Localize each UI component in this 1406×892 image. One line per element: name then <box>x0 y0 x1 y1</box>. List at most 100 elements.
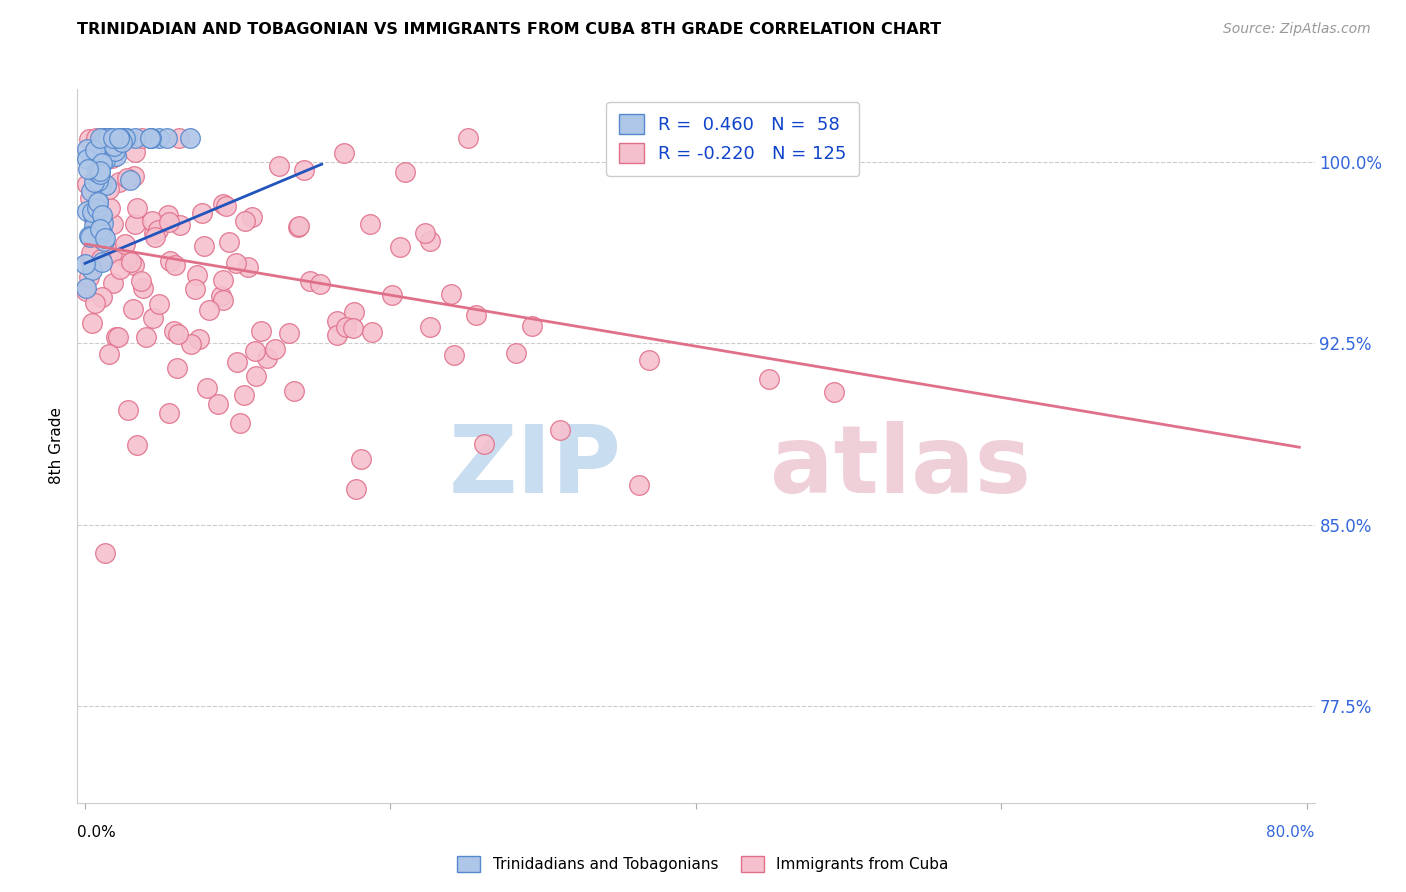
Point <box>419 234 441 248</box>
Point <box>73 257 96 271</box>
Point <box>129 274 152 288</box>
Point <box>104 330 127 344</box>
Point <box>264 342 287 356</box>
Point <box>100 246 122 260</box>
Point <box>117 170 139 185</box>
Point <box>141 214 163 228</box>
Text: 80.0%: 80.0% <box>1267 825 1315 840</box>
Point <box>299 274 322 288</box>
Point <box>93 546 115 560</box>
Text: ZIP: ZIP <box>449 421 621 514</box>
Point <box>122 258 145 272</box>
Point <box>124 145 146 160</box>
Point <box>117 403 139 417</box>
Point <box>225 355 247 369</box>
Point <box>388 240 411 254</box>
Point <box>443 348 465 362</box>
Text: Source: ZipAtlas.com: Source: ZipAtlas.com <box>1223 22 1371 37</box>
Point <box>218 235 240 250</box>
Point <box>87 194 110 209</box>
Point <box>76 153 98 167</box>
Point <box>125 201 148 215</box>
Point <box>90 252 112 266</box>
Point <box>76 284 98 298</box>
Point <box>212 272 235 286</box>
Point <box>225 256 247 270</box>
Point <box>187 332 209 346</box>
Point <box>167 130 190 145</box>
Point <box>94 153 117 168</box>
Point <box>419 320 441 334</box>
Legend: Trinidadians and Tobagonians, Immigrants from Cuba: Trinidadians and Tobagonians, Immigrants… <box>450 848 956 880</box>
Point <box>91 290 114 304</box>
Point <box>240 210 263 224</box>
Point <box>107 329 129 343</box>
Point <box>211 293 233 307</box>
Point <box>235 214 257 228</box>
Point <box>77 132 100 146</box>
Point <box>80 184 103 198</box>
Point <box>107 175 129 189</box>
Point <box>90 226 112 240</box>
Point <box>79 191 101 205</box>
Point <box>97 130 120 145</box>
Point <box>124 169 146 184</box>
Point <box>89 168 111 182</box>
Point <box>245 369 267 384</box>
Point <box>103 139 125 153</box>
Point <box>157 215 180 229</box>
Point <box>84 130 107 145</box>
Point <box>148 297 170 311</box>
Point <box>104 145 127 159</box>
Point <box>184 282 207 296</box>
Point <box>86 165 108 179</box>
Point <box>108 130 131 145</box>
Point <box>79 229 101 244</box>
Point <box>212 196 235 211</box>
Point <box>83 175 105 189</box>
Point <box>333 145 356 160</box>
Point <box>288 219 311 233</box>
Point <box>131 130 153 145</box>
Point <box>166 360 188 375</box>
Point <box>342 320 364 334</box>
Point <box>83 209 105 223</box>
Point <box>228 416 250 430</box>
Point <box>159 254 181 268</box>
Point <box>127 438 149 452</box>
Point <box>245 344 267 359</box>
Point <box>343 305 366 319</box>
Point <box>163 324 186 338</box>
Point <box>86 201 108 215</box>
Point <box>83 219 105 234</box>
Point <box>76 161 98 176</box>
Point <box>112 130 135 145</box>
Point <box>120 255 142 269</box>
Point <box>758 372 780 386</box>
Text: 0.0%: 0.0% <box>77 825 117 840</box>
Point <box>93 135 115 149</box>
Point <box>103 217 125 231</box>
Point <box>457 130 479 145</box>
Point <box>90 130 112 145</box>
Point <box>309 277 332 291</box>
Point <box>80 316 103 330</box>
Point <box>267 159 290 173</box>
Point <box>83 212 105 227</box>
Point <box>415 227 437 241</box>
Point <box>76 203 98 218</box>
Point <box>520 319 543 334</box>
Text: TRINIDADIAN AND TOBAGONIAN VS IMMIGRANTS FROM CUBA 8TH GRADE CORRELATION CHART: TRINIDADIAN AND TOBAGONIAN VS IMMIGRANTS… <box>77 22 942 37</box>
Point <box>360 325 382 339</box>
Point <box>145 229 167 244</box>
Point <box>394 165 416 179</box>
Point <box>101 277 124 291</box>
Point <box>89 130 111 145</box>
Point <box>96 130 118 145</box>
Point <box>83 296 105 310</box>
Point <box>115 130 138 145</box>
Point <box>89 231 111 245</box>
Point <box>156 130 179 145</box>
Point <box>86 195 108 210</box>
Point <box>76 142 98 156</box>
